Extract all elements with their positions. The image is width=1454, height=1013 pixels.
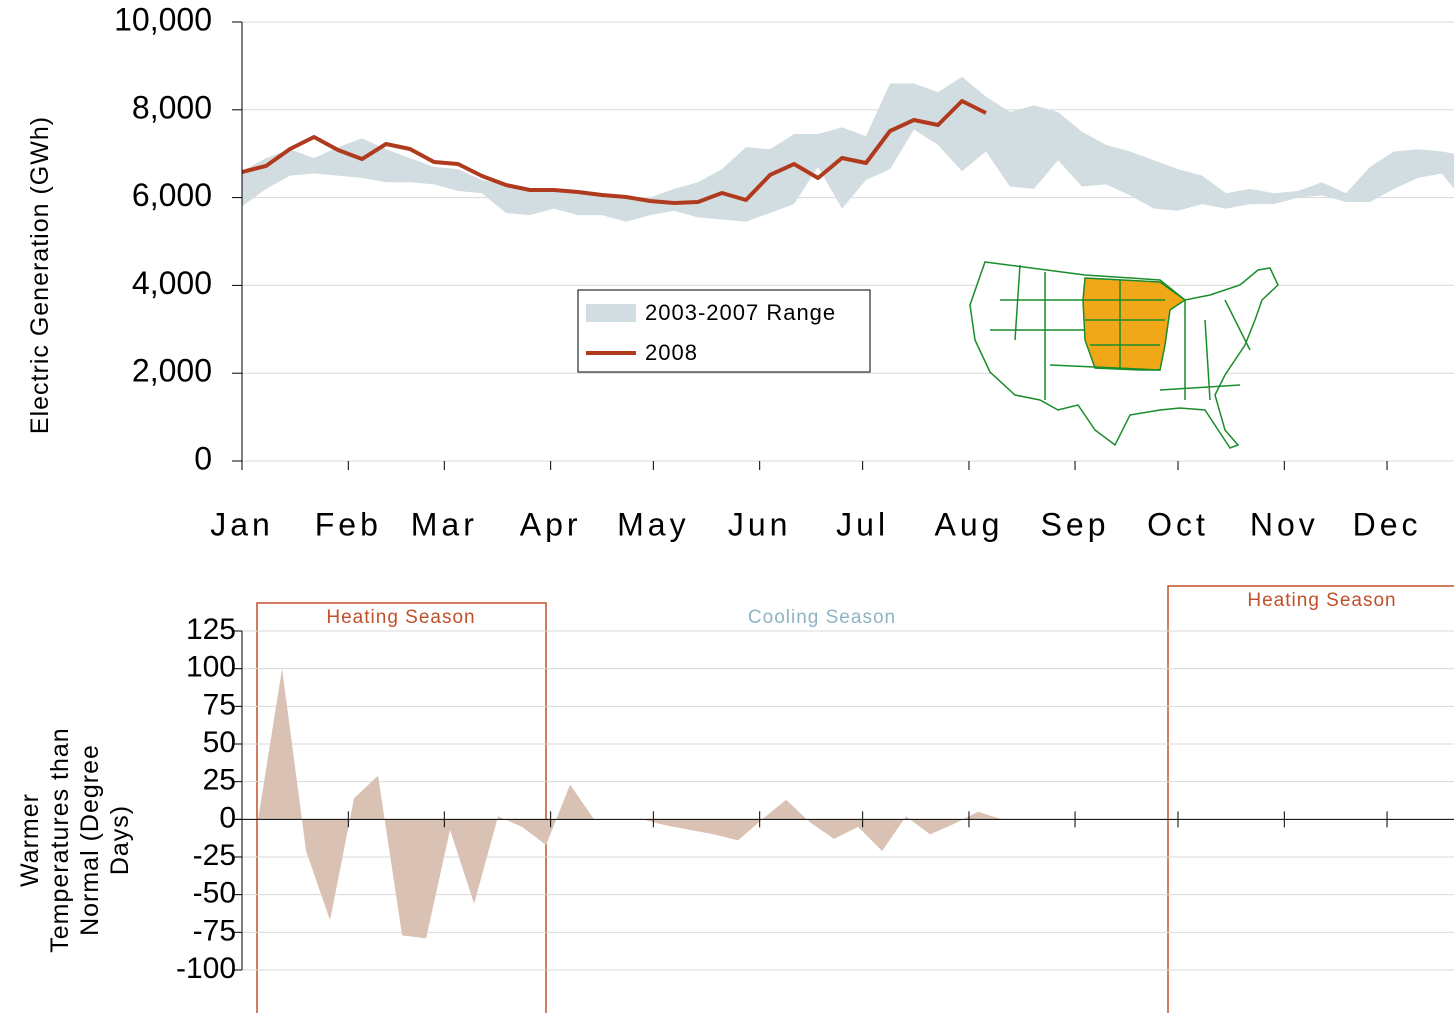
legend-box bbox=[577, 289, 871, 373]
x-tick-label: Oct bbox=[1147, 506, 1209, 542]
y-tick-label: 0 bbox=[219, 801, 236, 834]
state-borders bbox=[990, 264, 1251, 401]
x-tick-label: Nov bbox=[1250, 506, 1319, 542]
region-map bbox=[969, 261, 1279, 449]
x-tick-label: Jan bbox=[210, 506, 274, 542]
y-tick-label: 2,000 bbox=[132, 353, 212, 389]
x-tick-label: Jun bbox=[728, 506, 792, 542]
y-axis-label: Electric Generation (GWh) bbox=[26, 115, 54, 435]
x-tick-label: Apr bbox=[520, 506, 582, 542]
x-tick-label: May bbox=[617, 506, 689, 542]
x-tick-label: Aug bbox=[934, 506, 1003, 542]
y-tick-label: -75 bbox=[193, 914, 236, 947]
legend-label: 2008 bbox=[645, 340, 698, 365]
x-tick-label: Sep bbox=[1041, 506, 1110, 542]
x-tick-label: Dec bbox=[1353, 506, 1422, 542]
y-tick-label: 4,000 bbox=[132, 265, 212, 301]
legend-label: 2003-2007 Range bbox=[645, 300, 836, 325]
anomaly-area bbox=[258, 668, 1003, 939]
range-band bbox=[242, 76, 1454, 222]
y-tick-label: 75 bbox=[203, 688, 236, 721]
season-box bbox=[256, 602, 547, 1013]
y-tick-label: 0 bbox=[194, 440, 212, 476]
y-tick-label: 50 bbox=[203, 726, 236, 759]
season-label: Heating Season bbox=[326, 607, 475, 628]
y-tick-label: -25 bbox=[193, 839, 236, 872]
x-tick-label: Jul bbox=[836, 506, 889, 542]
y-tick-label: 125 bbox=[186, 613, 236, 646]
y-tick-label: -50 bbox=[193, 877, 236, 910]
y-axis-label: Warmer Temperatures than Normal (Degree … bbox=[16, 727, 134, 953]
x-tick-label: Feb bbox=[315, 506, 382, 542]
y-tick-label: 8,000 bbox=[132, 89, 212, 125]
season-box bbox=[1167, 585, 1454, 1013]
x-tick-label: Mar bbox=[411, 506, 478, 542]
season-label: Heating Season bbox=[1247, 590, 1396, 611]
y-tick-label: -100 bbox=[176, 952, 236, 985]
y-tick-label: 25 bbox=[203, 764, 236, 797]
season-label: Cooling Season bbox=[748, 607, 896, 628]
legend-swatch bbox=[586, 304, 636, 322]
line-2008 bbox=[241, 99, 987, 205]
y-tick-label: 10,000 bbox=[114, 1, 212, 37]
y-tick-label: 100 bbox=[186, 651, 236, 684]
y-tick-label: 6,000 bbox=[132, 177, 212, 213]
